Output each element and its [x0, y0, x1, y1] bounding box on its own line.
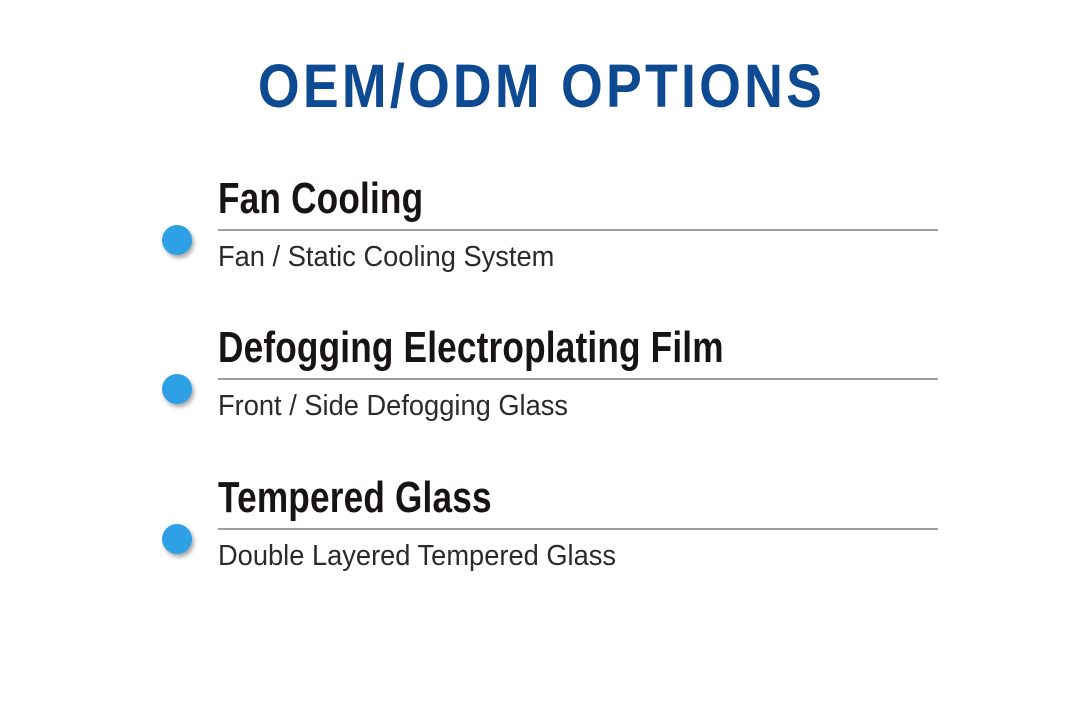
- option-item: Tempered Glass Double Layered Tempered G…: [158, 476, 1083, 573]
- bullet-wrap: [158, 476, 196, 554]
- option-title: Defogging Electroplating Film: [218, 326, 794, 370]
- bullet-icon: [162, 225, 192, 255]
- bullet-icon: [162, 374, 192, 404]
- options-list: Fan Cooling Fan / Static Cooling System …: [158, 177, 1083, 573]
- option-content: Tempered Glass Double Layered Tempered G…: [218, 476, 938, 573]
- option-content: Defogging Electroplating Film Front / Si…: [218, 326, 938, 423]
- option-subtitle: Fan / Static Cooling System: [218, 241, 895, 274]
- option-subtitle: Front / Side Defogging Glass: [218, 390, 895, 423]
- option-title: Fan Cooling: [218, 177, 794, 221]
- bullet-wrap: [158, 326, 196, 404]
- bullet-icon: [162, 524, 192, 554]
- option-item: Defogging Electroplating Film Front / Si…: [158, 326, 1083, 423]
- page-title: OEM/ODM OPTIONS: [65, 56, 1018, 117]
- option-title: Tempered Glass: [218, 476, 794, 520]
- option-content: Fan Cooling Fan / Static Cooling System: [218, 177, 938, 274]
- option-item: Fan Cooling Fan / Static Cooling System: [158, 177, 1083, 274]
- option-subtitle: Double Layered Tempered Glass: [218, 540, 895, 573]
- divider-line: [218, 229, 938, 231]
- divider-line: [218, 378, 938, 380]
- divider-line: [218, 528, 938, 530]
- page: OEM/ODM OPTIONS Fan Cooling Fan / Static…: [0, 0, 1083, 717]
- bullet-wrap: [158, 177, 196, 255]
